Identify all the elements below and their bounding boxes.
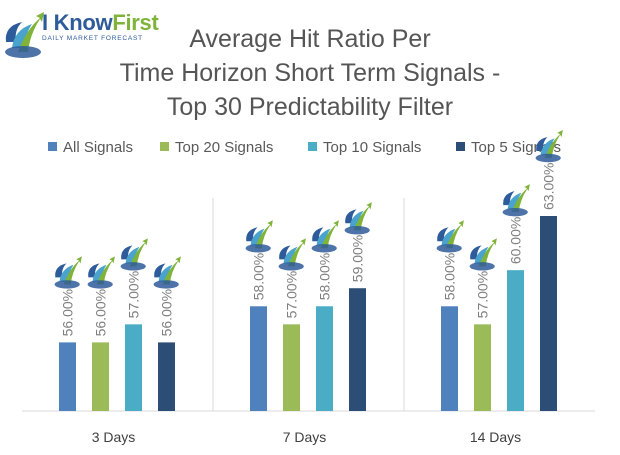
logo-icon (469, 238, 497, 271)
legend-label-top-20-signals: Top 20 Signals (175, 139, 274, 156)
chart-title: Average Hit Ratio Per Time Horizon Short… (60, 22, 560, 124)
legend-swatch-top-20-signals (160, 142, 169, 151)
bar-top-20-signals-14-days (474, 324, 491, 411)
data-label-top-10-signals-14-days: 60.00% (508, 217, 524, 264)
bar-top-20-signals-7-days (283, 324, 300, 411)
logo-icon (344, 202, 372, 235)
category-label-14-days: 14 Days (470, 429, 521, 445)
logo-icon (535, 130, 563, 163)
data-label-top-10-signals-3-days: 57.00% (126, 271, 142, 318)
chart-title-line-2: Time Horizon Short Term Signals - (119, 59, 501, 87)
bar-top-10-signals-7-days (316, 306, 333, 411)
bar-all-signals-14-days (441, 306, 458, 411)
logo-icon (311, 220, 339, 253)
logo-icon (245, 220, 273, 253)
logo-tagline: DAILY MARKET FORECAST (42, 35, 143, 42)
category-label-3-days: 3 Days (92, 429, 136, 445)
legend-swatch-top-10-signals (308, 142, 317, 151)
bar-top-5-signals-14-days (540, 216, 557, 411)
bar-top-5-signals-7-days (349, 288, 366, 411)
legend-label-all-signals: All Signals (63, 139, 134, 156)
logo-swoosh-icon (5, 12, 44, 58)
logo-icon (87, 256, 115, 289)
bar-top-5-signals-3-days (158, 342, 175, 411)
data-label-top-5-signals-7-days: 59.00% (350, 235, 366, 282)
legend-item-top-10-signals: Top 10 Signals (308, 139, 421, 156)
bar-top-10-signals-3-days (125, 324, 142, 411)
logo-icon (120, 238, 148, 271)
bar-all-signals-3-days (59, 342, 76, 411)
logo-icon (436, 220, 464, 253)
legend-item-top-20-signals: Top 20 Signals (160, 139, 273, 156)
bar-top-20-signals-3-days (92, 342, 109, 411)
bar-all-signals-7-days (250, 306, 267, 411)
data-label-all-signals-14-days: 58.00% (442, 253, 458, 300)
data-label-top-5-signals-3-days: 56.00% (159, 289, 175, 336)
legend-item-all-signals: All Signals (48, 139, 133, 156)
data-label-top-20-signals-14-days: 57.00% (475, 271, 491, 318)
chart-title-line-3: Top 30 Predictability Filter (166, 93, 454, 121)
data-label-top-20-signals-3-days: 56.00% (93, 289, 109, 336)
chart-title-line-1: Average Hit Ratio Per (189, 25, 431, 53)
logo-wordmark: I KnowFirst (42, 10, 159, 35)
category-label-7-days: 7 Days (283, 429, 327, 445)
legend-swatch-all-signals (48, 142, 57, 151)
data-label-top-5-signals-14-days: 63.00% (541, 163, 557, 210)
data-label-top-20-signals-7-days: 57.00% (284, 271, 300, 318)
logo-icon (278, 238, 306, 271)
legend-label-top-10-signals: Top 10 Signals (323, 139, 422, 156)
i-know-first-logo: I KnowFirst DAILY MARKET FORECAST (2, 8, 162, 63)
logo-icon (54, 256, 82, 289)
legend-swatch-top-5-signals (456, 142, 465, 151)
data-label-all-signals-3-days: 56.00% (60, 289, 76, 336)
logo-icon (502, 184, 530, 217)
logo-icon (153, 256, 181, 289)
data-label-top-10-signals-7-days: 58.00% (317, 253, 333, 300)
data-label-all-signals-7-days: 58.00% (251, 253, 267, 300)
bar-top-10-signals-14-days (507, 270, 524, 411)
